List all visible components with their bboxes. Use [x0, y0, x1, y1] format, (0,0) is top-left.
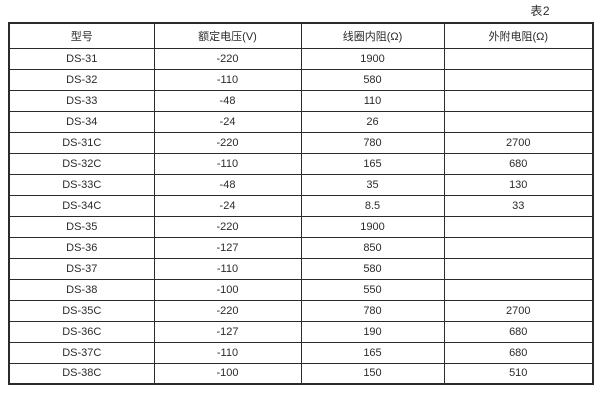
- table-cell: -110: [153, 68, 302, 91]
- table-cell: -24: [153, 194, 302, 217]
- table-cell: 165: [300, 152, 445, 175]
- table-cell: 35: [300, 173, 445, 196]
- table-row: DS-34C -24 8.5 33: [8, 194, 594, 217]
- table-cell: [443, 278, 594, 301]
- table-body: DS-31 -220 1900 DS-32 -110 580 DS-33 -48 110 DS-3…: [8, 47, 594, 385]
- table-cell: -110: [153, 257, 302, 280]
- table-cell: 130: [443, 173, 594, 196]
- table-row: DS-37 -110 580: [8, 257, 594, 280]
- table-cell: DS-32C: [8, 152, 155, 175]
- table-cell: -24: [153, 110, 302, 133]
- table-cell: 680: [443, 320, 594, 343]
- table-cell: [443, 110, 594, 133]
- table-cell: 550: [300, 278, 445, 301]
- table-cell: 8.5: [300, 194, 445, 217]
- table-cell: [443, 68, 594, 91]
- table-row: DS-35 -220 1900: [8, 215, 594, 238]
- table-cell: DS-38C: [8, 362, 155, 385]
- table-cell: -220: [153, 299, 302, 322]
- table-cell: 850: [300, 236, 445, 259]
- table-cell: DS-34: [8, 110, 155, 133]
- table-cell: 2700: [443, 131, 594, 154]
- table-cell: [443, 215, 594, 238]
- table-row: DS-31C -220 780 2700: [8, 131, 594, 154]
- column-header-external-resistance: 外附电阻(Ω): [443, 22, 594, 49]
- table-cell: -100: [153, 278, 302, 301]
- table-cell: 780: [300, 131, 445, 154]
- table-cell: DS-31: [8, 47, 155, 70]
- table-cell: -127: [153, 320, 302, 343]
- table-cell: 1900: [300, 47, 445, 70]
- table-row: DS-32C -110 165 680: [8, 152, 594, 175]
- table-cell: 33: [443, 194, 594, 217]
- table-cell: 2700: [443, 299, 594, 322]
- table-header-row: 型号 额定电压(V) 线圈内阻(Ω) 外附电阻(Ω): [8, 22, 594, 49]
- table-cell: DS-35C: [8, 299, 155, 322]
- table-cell: DS-31C: [8, 131, 155, 154]
- table-cell: -110: [153, 152, 302, 175]
- table-row: DS-32 -110 580: [8, 68, 594, 91]
- table-cell: DS-34C: [8, 194, 155, 217]
- table-row: DS-36 -127 850: [8, 236, 594, 259]
- column-header-model: 型号: [8, 22, 155, 49]
- table-cell: [443, 89, 594, 112]
- table-cell: -220: [153, 47, 302, 70]
- table-cell: 190: [300, 320, 445, 343]
- table-cell: 150: [300, 362, 445, 385]
- table-cell: 780: [300, 299, 445, 322]
- table-row: DS-33C -48 35 130: [8, 173, 594, 196]
- table-cell: DS-36C: [8, 320, 155, 343]
- table-cell: 165: [300, 341, 445, 364]
- column-header-rated-voltage: 额定电压(V): [153, 22, 302, 49]
- table-cell: 1900: [300, 215, 445, 238]
- table-cell: [443, 257, 594, 280]
- table-cell: DS-32: [8, 68, 155, 91]
- table-row: DS-38 -100 550: [8, 278, 594, 301]
- table-cell: DS-37: [8, 257, 155, 280]
- table-cell: DS-33C: [8, 173, 155, 196]
- table-cell: [443, 47, 594, 70]
- table-cell: DS-36: [8, 236, 155, 259]
- table-cell: -110: [153, 341, 302, 364]
- table-cell: 510: [443, 362, 594, 385]
- column-header-coil-resistance: 线圈内阻(Ω): [300, 22, 445, 49]
- table-row: DS-34 -24 26: [8, 110, 594, 133]
- table-cell: 110: [300, 89, 445, 112]
- table-row: DS-31 -220 1900: [8, 47, 594, 70]
- table-cell: -127: [153, 236, 302, 259]
- table-row: DS-35C -220 780 2700: [8, 299, 594, 322]
- table-cell: -220: [153, 131, 302, 154]
- table-cell: DS-37C: [8, 341, 155, 364]
- table-row: DS-38C -100 150 510: [8, 362, 594, 385]
- table-cell: 580: [300, 257, 445, 280]
- table-cell: -220: [153, 215, 302, 238]
- table-cell: -48: [153, 89, 302, 112]
- table-cell: 580: [300, 68, 445, 91]
- table-cell: 26: [300, 110, 445, 133]
- table-cell: 680: [443, 152, 594, 175]
- table-cell: DS-38: [8, 278, 155, 301]
- table-cell: 680: [443, 341, 594, 364]
- table-caption: 表2: [530, 4, 550, 18]
- relay-spec-table: 型号 额定电压(V) 线圈内阻(Ω) 外附电阻(Ω) DS-31 -220 1900…: [8, 22, 594, 385]
- table-row: DS-37C -110 165 680: [8, 341, 594, 364]
- table-row: DS-33 -48 110: [8, 89, 594, 112]
- table-cell: DS-33: [8, 89, 155, 112]
- table-cell: -100: [153, 362, 302, 385]
- table-cell: [443, 236, 594, 259]
- table-cell: DS-35: [8, 215, 155, 238]
- table-row: DS-36C -127 190 680: [8, 320, 594, 343]
- table-cell: -48: [153, 173, 302, 196]
